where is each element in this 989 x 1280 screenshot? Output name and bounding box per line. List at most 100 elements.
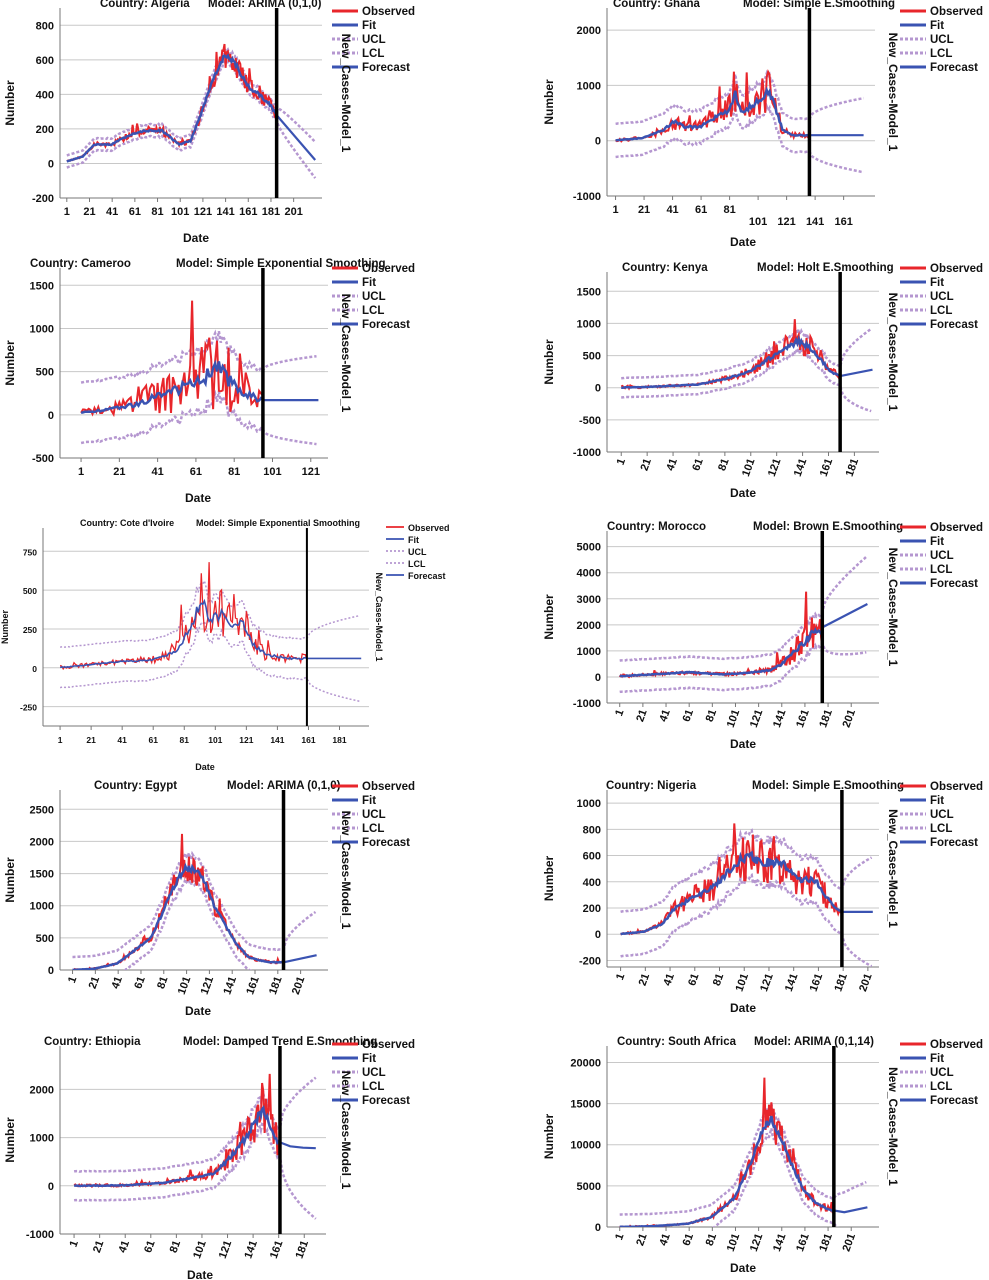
y-tick-label: -200 bbox=[32, 193, 54, 205]
y-tick-label: 250 bbox=[23, 625, 37, 635]
x-tick-label: 181 bbox=[294, 1239, 312, 1260]
series-title: New_Cases-Model_1 bbox=[339, 294, 353, 413]
x-tick-label: 101 bbox=[733, 972, 751, 993]
forecast-line bbox=[839, 368, 873, 378]
x-tick-label: 141 bbox=[270, 735, 284, 745]
chart-panel: Country: South Africa Model: ARIMA (0,1,1… bbox=[542, 1036, 983, 1275]
y-tick-label: 0 bbox=[595, 672, 601, 684]
chart-model: Model: Simple Exponential Smoothing bbox=[196, 518, 360, 528]
legend-label-forecast: Forecast bbox=[930, 837, 978, 849]
x-tick-label: 121 bbox=[239, 735, 253, 745]
x-tick-label: 41 bbox=[117, 735, 127, 745]
x-tick-label: 21 bbox=[634, 1232, 649, 1248]
legend-label-fit: Fit bbox=[362, 277, 376, 289]
x-tick-label: 181 bbox=[844, 457, 862, 478]
y-tick-label: 3000 bbox=[577, 594, 601, 606]
y-axis-label: Number bbox=[542, 856, 556, 902]
chart-country: Country: South Africa bbox=[617, 1036, 737, 1048]
x-tick-label: 41 bbox=[106, 206, 118, 218]
x-tick-label: 101 bbox=[171, 206, 189, 218]
y-tick-label: 800 bbox=[36, 20, 54, 32]
x-tick-label: 201 bbox=[290, 975, 308, 996]
y-tick-label: 1000 bbox=[577, 80, 601, 92]
x-tick-label: 81 bbox=[155, 975, 170, 991]
y-tick-label: 10000 bbox=[570, 1140, 601, 1152]
chart-model: Model: Holt E.Smoothing bbox=[757, 262, 894, 274]
legend-label-forecast: Forecast bbox=[408, 571, 446, 581]
x-tick-label: 21 bbox=[113, 466, 125, 478]
observed-line bbox=[80, 300, 264, 418]
x-tick-label: 21 bbox=[83, 206, 95, 218]
forecast-line bbox=[283, 954, 317, 964]
fit-line bbox=[621, 334, 841, 390]
legend-label-forecast: Forecast bbox=[362, 319, 410, 331]
y-tick-label: 500 bbox=[36, 367, 54, 379]
y-tick-label: 2000 bbox=[30, 1084, 54, 1096]
chart-panel: Country: Kenya Model: Holt E.Smoothing -10… bbox=[542, 262, 983, 500]
y-tick-label: -500 bbox=[579, 415, 601, 427]
y-tick-label: 200 bbox=[583, 903, 601, 915]
legend-label-forecast: Forecast bbox=[930, 319, 978, 331]
y-axis-label: Number bbox=[3, 80, 17, 126]
y-tick-label: 2000 bbox=[577, 620, 601, 632]
legend-label-fit: Fit bbox=[930, 795, 944, 807]
lcl-line bbox=[711, 1128, 839, 1227]
lcl-line bbox=[80, 389, 317, 446]
x-tick-label: 181 bbox=[267, 975, 285, 996]
y-tick-label: 1000 bbox=[30, 901, 54, 913]
y-tick-label: 0 bbox=[48, 410, 54, 422]
x-tick-label: 61 bbox=[148, 735, 158, 745]
chart-country: Country: Ethiopia bbox=[44, 1036, 141, 1048]
y-tick-label: 2000 bbox=[577, 25, 601, 37]
x-tick-label: 1 bbox=[68, 1239, 81, 1249]
x-tick-label: 41 bbox=[657, 708, 672, 724]
y-tick-label: 500 bbox=[583, 351, 601, 363]
y-axis-label: Number bbox=[3, 1117, 17, 1163]
y-tick-label: 0 bbox=[595, 383, 601, 395]
legend-label-observed: Observed bbox=[930, 1039, 983, 1051]
x-tick-label: 101 bbox=[740, 457, 758, 478]
legend-label-ucl: UCL bbox=[362, 291, 386, 303]
series-title: New_Cases-Model_1 bbox=[374, 572, 384, 661]
lcl-line bbox=[619, 642, 867, 694]
y-axis-label: Number bbox=[3, 857, 17, 903]
y-tick-label: 0 bbox=[48, 1181, 54, 1193]
observed-line bbox=[72, 833, 284, 970]
legend-label-lcl: LCL bbox=[362, 305, 384, 317]
lcl-line bbox=[123, 875, 254, 970]
legend-label-lcl: LCL bbox=[930, 564, 952, 576]
x-tick-label: 41 bbox=[657, 1232, 672, 1248]
observed-line bbox=[73, 1073, 281, 1189]
legend-label-fit: Fit bbox=[362, 1053, 376, 1065]
x-tick-label: 141 bbox=[792, 457, 810, 478]
legend-label-forecast: Forecast bbox=[362, 837, 410, 849]
x-tick-label: 161 bbox=[794, 1232, 812, 1253]
x-tick-label: 81 bbox=[704, 1232, 719, 1248]
x-axis-label: Date bbox=[730, 1261, 756, 1275]
x-tick-label: 121 bbox=[194, 206, 212, 218]
x-tick-label: 161 bbox=[244, 975, 262, 996]
legend-label-lcl: LCL bbox=[930, 305, 952, 317]
legend-label-ucl: UCL bbox=[930, 550, 954, 562]
y-tick-label: -500 bbox=[32, 453, 54, 465]
x-tick-label: 141 bbox=[221, 975, 239, 996]
x-tick-label: 61 bbox=[129, 206, 141, 218]
y-tick-label: 200 bbox=[36, 124, 54, 136]
y-tick-label: 500 bbox=[36, 933, 54, 945]
legend-label-fit: Fit bbox=[362, 795, 376, 807]
legend-label-forecast: Forecast bbox=[930, 1095, 978, 1107]
y-tick-label: -1000 bbox=[573, 698, 601, 710]
x-tick-label: 21 bbox=[638, 204, 650, 216]
x-tick-label: 21 bbox=[86, 735, 96, 745]
y-tick-label: 1500 bbox=[30, 280, 54, 292]
ucl-line bbox=[59, 578, 360, 648]
legend-label-ucl: UCL bbox=[930, 34, 954, 46]
legend-label-forecast: Forecast bbox=[930, 578, 978, 590]
x-tick-label: 1 bbox=[615, 457, 628, 467]
chart-panel: Country: Cote d'Ivoire Model: Simple Expo… bbox=[0, 518, 450, 772]
x-tick-label: 61 bbox=[681, 708, 696, 724]
x-tick-label: 61 bbox=[190, 466, 202, 478]
y-tick-label: 0 bbox=[595, 929, 601, 941]
x-tick-label: 81 bbox=[723, 204, 735, 216]
chart-panel: Country: Egypt Model: ARIMA (0,1,0) 0 500 10… bbox=[3, 780, 415, 1018]
